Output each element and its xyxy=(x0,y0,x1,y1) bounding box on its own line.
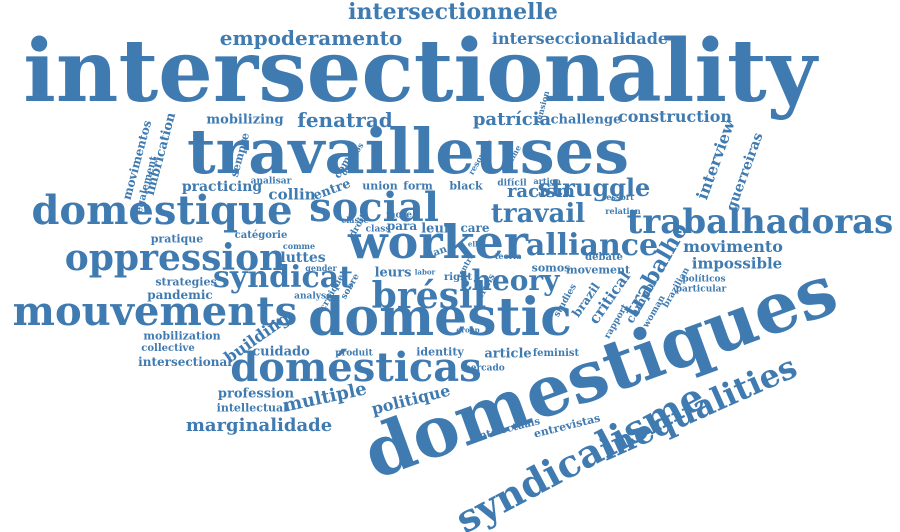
cloud-word: mobilization xyxy=(143,329,221,343)
cloud-word: intersectionnelle xyxy=(348,0,558,25)
cloud-word: mouvements xyxy=(12,288,298,335)
cloud-word: domestic xyxy=(308,287,572,348)
cloud-word: struggle xyxy=(537,173,651,202)
cloud-word: para xyxy=(386,219,418,233)
cloud-word: ressort xyxy=(602,192,634,202)
cloud-word: leur xyxy=(421,221,451,237)
cloud-word: intersectional xyxy=(138,355,232,369)
cloud-word: group xyxy=(456,325,480,335)
cloud-word: strategies xyxy=(155,275,217,289)
cloud-word: right xyxy=(444,272,472,283)
cloud-word: class xyxy=(365,224,391,235)
cloud-word: particular xyxy=(675,284,727,295)
cloud-word: movimento xyxy=(683,237,783,256)
cloud-word: alliance xyxy=(525,228,659,263)
cloud-word: mercado xyxy=(461,363,505,374)
cloud-word: classe xyxy=(341,215,369,225)
cloud-word: analyse xyxy=(294,291,332,302)
cloud-word: fenatrad xyxy=(297,108,393,132)
cloud-word: feminist xyxy=(532,348,580,359)
cloud-word: social xyxy=(309,184,439,231)
cloud-word: syndicat xyxy=(212,260,354,295)
cloud-word: travail xyxy=(490,199,586,229)
cloud-word: article xyxy=(484,346,532,362)
cloud-word: pratique xyxy=(150,232,204,246)
cloud-word: impossible xyxy=(691,254,783,273)
cloud-word: profession xyxy=(217,386,295,402)
cloud-word: union xyxy=(362,179,398,193)
cloud-word: comme xyxy=(282,241,316,251)
cloud-word: políticos xyxy=(682,274,726,285)
cloud-word: trabalhadoras xyxy=(626,202,894,242)
cloud-word: somos xyxy=(531,261,571,275)
cloud-word: patrícia xyxy=(472,109,552,130)
cloud-word: pandemic xyxy=(147,288,213,302)
cloud-word: luttes xyxy=(280,250,326,266)
cloud-word: labor xyxy=(414,267,436,277)
cloud-word: brésil xyxy=(371,275,487,317)
cloud-word: travailleuses xyxy=(186,115,630,188)
cloud-word: teoria xyxy=(494,251,522,261)
cloud-word: form xyxy=(403,179,433,193)
cloud-word: racism xyxy=(506,181,576,202)
cloud-word: construction xyxy=(617,107,733,126)
cloud-word: artigo xyxy=(533,176,561,186)
cloud-word: practicing xyxy=(181,179,263,195)
cloud-word: more xyxy=(386,210,412,221)
cloud-word: oppression xyxy=(64,237,286,279)
cloud-word: relation xyxy=(605,206,641,216)
cloud-word: intersectionality xyxy=(23,21,817,122)
cloud-word: interseccionalidade xyxy=(491,29,669,48)
cloud-word: elle xyxy=(467,239,483,249)
cloud-word: debate xyxy=(585,252,623,263)
cloud-word: leurs xyxy=(374,265,412,281)
cloud-word: collin xyxy=(268,185,316,204)
cloud-word: domestique xyxy=(31,187,293,234)
cloud-word: domésticas xyxy=(230,344,482,391)
cloud-word: identity xyxy=(416,345,464,359)
cloud-word: theory xyxy=(458,264,560,297)
cloud-word: difícil xyxy=(497,178,527,189)
cloud-word: marginalidade xyxy=(185,415,333,436)
cloud-word: black xyxy=(449,179,483,193)
cloud-word: analisar xyxy=(250,176,292,187)
cloud-word: gender xyxy=(305,263,337,273)
cloud-word: challenge xyxy=(550,112,622,128)
cloud-word: produit xyxy=(335,348,373,359)
cloud-word: empoderamento xyxy=(219,26,403,50)
cloud-word: intellectual xyxy=(216,401,288,415)
cloud-word: cuidado xyxy=(252,344,310,360)
cloud-word: collective xyxy=(141,343,195,354)
cloud-word: worker xyxy=(348,215,528,269)
cloud-word: care xyxy=(460,221,490,235)
cloud-word: catégorie xyxy=(234,230,288,241)
cloud-word: mobilizing xyxy=(206,112,284,128)
cloud-word: movement xyxy=(565,263,631,277)
